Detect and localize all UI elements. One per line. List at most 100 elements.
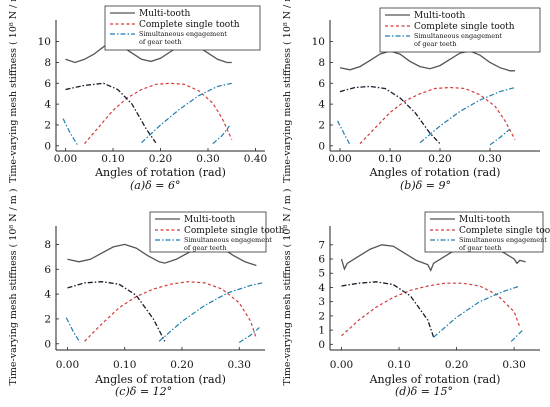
series-line-solid: [340, 244, 526, 272]
series-line-dashdot: [62, 118, 78, 146]
series-line-dashdot: [341, 281, 435, 338]
legend-label: of gear teeth: [184, 244, 227, 252]
y-axis-label: Time-varying mesh stiffness ( 10⁸ N / m …: [8, 189, 19, 386]
legend-label: Simultaneous engagement: [459, 236, 547, 244]
y-tick-label: 8: [44, 57, 51, 69]
series-line-dashdot: [510, 329, 524, 342]
x-axis-label: Angles of rotation (rad): [94, 166, 226, 179]
y-tick-label: 0: [318, 339, 325, 351]
y-tick-label: 1: [318, 325, 325, 337]
series-line-dashdot: [419, 86, 516, 144]
x-tick-label: 0.30: [502, 359, 525, 371]
series-line-dash: [359, 86, 516, 145]
y-tick-label: 4: [44, 289, 51, 301]
series-line-dashdot: [489, 128, 511, 146]
legend-label: Complete single tooth: [414, 22, 515, 32]
y-tick-label: 0: [318, 140, 325, 152]
legend-label: Multi-tooth: [139, 9, 190, 19]
x-tick-label: 0.20: [170, 359, 193, 371]
y-tick-label: 2: [44, 119, 51, 131]
x-tick-label: 0.10: [387, 359, 410, 371]
x-tick-label: 0.00: [330, 359, 353, 371]
series-line-dashdot: [65, 82, 157, 144]
y-tick-label: 4: [318, 282, 325, 294]
x-tick-label: 0.10: [378, 153, 401, 165]
legend-label: of gear teeth: [459, 244, 502, 252]
y-tick-label: 6: [44, 264, 51, 276]
chart-panel-3: 0 1 2 3 4 5 6 7 0.00 0.10 0.20 0.30 Time-varying mes…: [282, 189, 550, 398]
series-line-dashdot: [65, 317, 81, 343]
panel-caption: (a)δ = 6°: [130, 179, 180, 192]
x-tick-label: 0.00: [54, 153, 77, 165]
series-line-dashdot: [433, 285, 521, 338]
series-line-dashdot: [339, 85, 441, 145]
y-tick-label: 4: [318, 99, 325, 111]
y-axis-label: Time-varying mesh stiffness ( 10⁸ N / m …: [282, 0, 293, 183]
legend-label: Multi-tooth: [459, 215, 510, 225]
x-tick-label: 0.40: [244, 153, 267, 165]
y-tick-label: 0: [44, 338, 51, 350]
y-tick-label: 0: [44, 140, 51, 152]
y-axis-label: Time-varying mesh stiffness ( 10⁸ N / m …: [8, 0, 19, 183]
y-tick-label: 7: [318, 239, 325, 251]
series-line-solid: [339, 50, 515, 72]
x-tick-label: 0.20: [445, 359, 468, 371]
y-tick-label: 6: [44, 78, 51, 90]
series-line-dashdot: [158, 282, 263, 342]
panel-caption: (c)δ = 12°: [115, 385, 172, 398]
legend-label: Multi-tooth: [184, 215, 235, 225]
panel-caption: (b)δ = 9°: [400, 179, 451, 192]
y-tick-label: 8: [318, 57, 325, 69]
y-axis-label: Time-varying mesh stiffness ( 10⁸ N / m …: [282, 189, 293, 386]
x-tick-label: 0.20: [149, 153, 172, 165]
legend-label: Simultaneous engagement: [414, 32, 502, 40]
y-tick-label: 2: [318, 310, 325, 322]
legend-label: Complete single tooth: [139, 20, 240, 30]
x-axis-label: Angles of rotation (rad): [369, 373, 501, 386]
legend-label: Multi-tooth: [414, 11, 465, 21]
y-tick-label: 10: [312, 36, 325, 48]
chart-panel-1: 0 2 4 6 8 10 0.00 0.10 0.20 0.30 Time-varying mesh…: [282, 0, 541, 192]
series-line-dashdot: [336, 120, 351, 146]
x-tick-label: 0.00: [56, 359, 79, 371]
series-line-solid: [65, 40, 232, 64]
y-tick-label: 2: [44, 313, 51, 325]
chart-panel-2: 0 2 4 6 8 0.00 0.10 0.20 0.30 Time-varying mesh s…: [8, 189, 285, 398]
x-tick-label: 0.30: [196, 153, 219, 165]
x-tick-label: 0.10: [113, 359, 136, 371]
series-line-dash: [84, 281, 257, 342]
legend-label: Complete single tooth: [459, 226, 550, 236]
chart-panel-0: 0 2 4 6 8 10 0.00 0.10 0.20 0.30 0.40 Time-varying …: [8, 0, 267, 192]
series-line-dashdot: [67, 281, 166, 342]
series-line-dash: [84, 82, 233, 145]
y-tick-label: 2: [318, 119, 325, 131]
y-tick-label: 4: [44, 99, 51, 111]
x-tick-label: 0.30: [228, 359, 251, 371]
y-tick-label: 6: [318, 254, 325, 266]
legend-label: Simultaneous engagement: [139, 30, 227, 38]
y-tick-label: 8: [44, 239, 51, 251]
legend-label: of gear teeth: [414, 40, 457, 48]
legend-label: of gear teeth: [139, 38, 182, 46]
x-axis-label: Angles of rotation (rad): [369, 166, 501, 179]
y-tick-label: 6: [318, 78, 325, 90]
panel-caption: (d)δ = 15°: [395, 385, 453, 398]
legend-label: Simultaneous engagement: [184, 236, 272, 244]
y-tick-label: 10: [38, 36, 51, 48]
series-line-dashdot: [238, 327, 260, 344]
legend-label: Complete single tooth: [184, 226, 285, 236]
x-tick-label: 0.30: [478, 153, 501, 165]
x-tick-label: 0.20: [428, 153, 451, 165]
series-line-dashdot: [212, 125, 230, 145]
series-line-dashdot: [141, 82, 232, 144]
y-tick-label: 3: [318, 296, 325, 308]
x-axis-label: Angles of rotation (rad): [94, 373, 226, 386]
x-tick-label: 0.10: [101, 153, 124, 165]
x-tick-label: 0.00: [328, 153, 351, 165]
